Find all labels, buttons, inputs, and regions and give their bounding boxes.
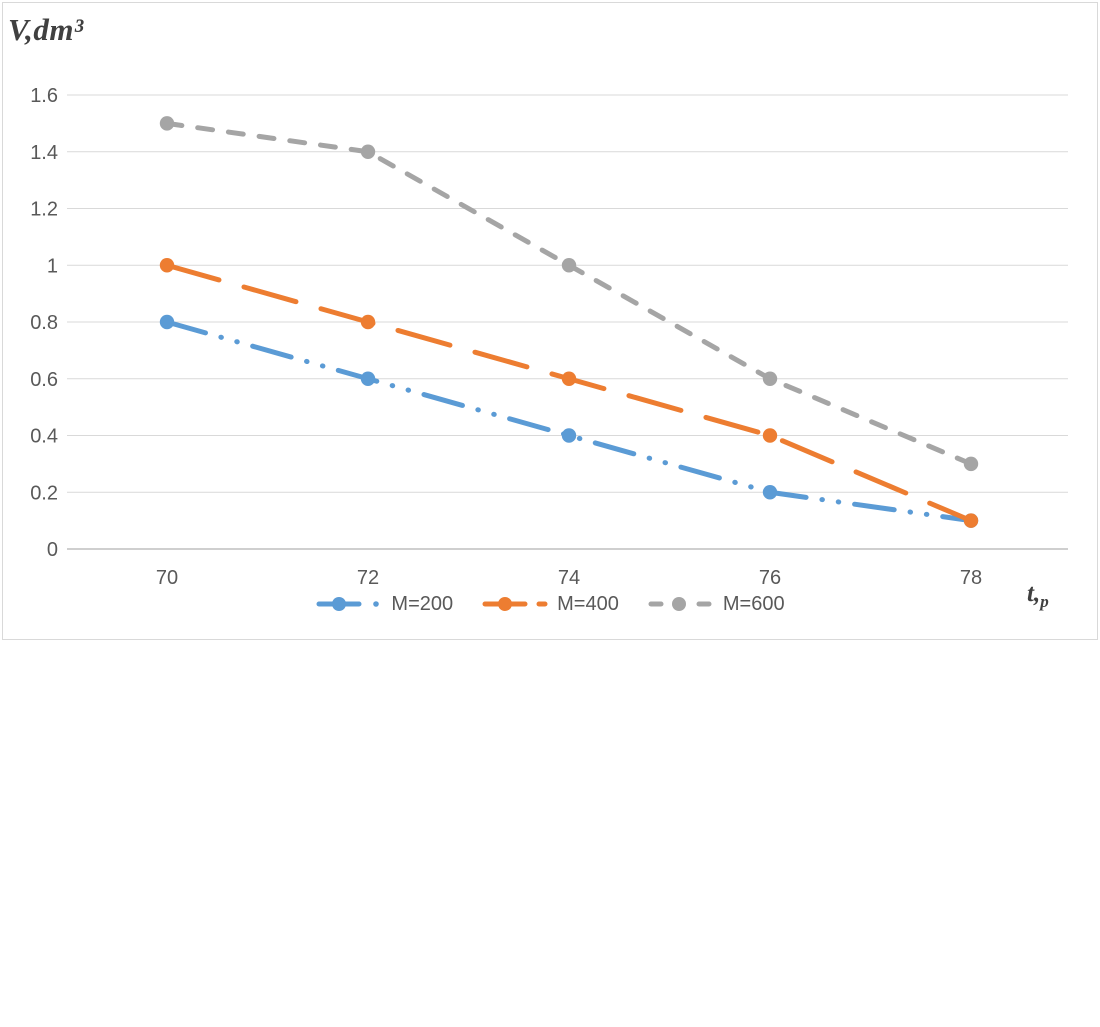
x-axis-title-main: t,: [1027, 580, 1041, 607]
legend-line-sample-icon: [648, 597, 712, 611]
x-axis-title: t,p: [1027, 580, 1049, 612]
x-axis-title-sub: p: [1040, 592, 1049, 611]
legend-item-M=600: M=600: [647, 592, 785, 616]
legend-item-M=200: M=200: [315, 592, 453, 616]
series-marker-M=200: [159, 314, 175, 330]
series-marker-M=400: [963, 513, 979, 528]
y-tick-label: 0.4: [30, 426, 58, 448]
legend-label: M=600: [722, 593, 785, 615]
y-tick-label: 1.2: [30, 199, 58, 221]
series-marker-M=400: [159, 258, 175, 273]
x-tick-label: 72: [357, 567, 379, 589]
series-marker-M=400: [762, 428, 778, 443]
series-marker-M=600: [963, 456, 979, 472]
x-tick-label: 74: [558, 567, 580, 589]
x-tick-label: 78: [960, 567, 982, 589]
series-marker-M=200: [762, 485, 778, 500]
legend-item-M=400: M=400: [481, 592, 619, 616]
y-tick-label: 1.4: [30, 142, 58, 164]
chart-border: [2, 2, 1098, 640]
series-marker-M=600: [762, 371, 778, 386]
y-tick-label: 0: [47, 539, 58, 561]
series-marker-M=400: [561, 371, 577, 386]
y-tick-label: 1.6: [30, 85, 58, 107]
legend-line-sample-icon: [482, 597, 548, 611]
y-tick-label: 0.2: [30, 482, 58, 504]
y-tick-label: 1: [47, 255, 58, 277]
x-tick-label: 76: [759, 567, 781, 589]
legend-label: M=200: [391, 593, 454, 615]
line-chart: 0 0.2 0.4 0.6 0.8 1 1.2 1.4 1.6 70 72 74 76 78: [2, 2, 1098, 640]
series-marker-M=600: [360, 144, 376, 159]
y-tick-label: 0.8: [30, 312, 58, 334]
x-tick-label: 70: [156, 567, 178, 589]
series-marker-M=400: [360, 314, 376, 330]
legend-line-sample-icon: [316, 597, 380, 611]
series-line-M=200: [164, 319, 974, 524]
series-marker-M=200: [561, 428, 577, 443]
y-tick-label: 0.6: [30, 369, 58, 391]
series-marker-M=200: [360, 371, 376, 386]
series-marker-M=600: [561, 258, 577, 273]
legend: M=200 M=400 M=600: [0, 592, 1100, 616]
series-marker-M=600: [159, 116, 175, 131]
chart-title: V,dm³: [8, 12, 84, 47]
legend-label: M=400: [557, 593, 619, 615]
